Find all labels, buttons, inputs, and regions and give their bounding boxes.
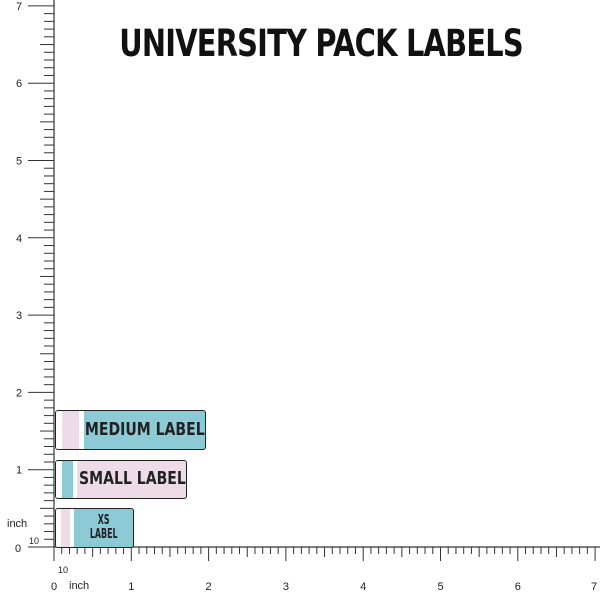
y-tick-label-1: 1 <box>16 465 22 477</box>
xs-label-edge <box>56 509 61 547</box>
y-tick-label-2: 2 <box>16 387 22 399</box>
y-tick-label-3: 3 <box>16 310 22 322</box>
x-tick-label-7: 7 <box>591 581 597 593</box>
xs-label-stripe-pink <box>61 509 70 547</box>
x-tick-label-4: 4 <box>360 581 366 593</box>
medium-label-edge <box>56 411 62 449</box>
small-label-stripe-white <box>73 461 77 498</box>
y-tick-label-0: 0 <box>15 543 21 555</box>
xs-label-text: XS LABEL <box>74 509 133 547</box>
x-tick-label-0: 0 <box>51 581 57 593</box>
xs-label-line1: XS <box>97 513 110 529</box>
x-sub-label: 10 <box>58 565 69 575</box>
y-tick-label-4: 4 <box>16 233 22 245</box>
xs-label: XS LABEL <box>55 508 134 548</box>
x-tick-label-2: 2 <box>206 581 212 593</box>
y-tick-label-7: 7 <box>16 1 22 13</box>
page-title: UNIVERSITY PACK LABELS <box>119 22 523 65</box>
x-unit-label: inch <box>69 580 90 592</box>
small-label-edge <box>56 461 62 498</box>
medium-label-stripe-white <box>79 411 84 449</box>
y-tick-label-5: 5 <box>16 156 22 168</box>
small-label: SMALL LABEL <box>55 460 187 499</box>
medium-label-text: MEDIUM LABEL <box>84 418 205 440</box>
x-tick-label-3: 3 <box>283 581 289 593</box>
y-unit-label: inch <box>7 518 28 530</box>
medium-label-stripe-pink <box>62 411 79 449</box>
x-tick-label-6: 6 <box>515 581 521 593</box>
small-label-text: SMALL LABEL <box>78 468 186 490</box>
xs-label-stripe-white <box>70 509 74 547</box>
medium-label: MEDIUM LABEL <box>55 410 206 450</box>
x-tick-label-5: 5 <box>437 581 443 593</box>
y-tick-label-6: 6 <box>16 78 22 90</box>
x-tick-label-1: 1 <box>128 581 134 593</box>
small-label-stripe-blue <box>62 461 73 498</box>
xs-label-line2: LABEL <box>89 527 118 542</box>
y-sub-label: 10 <box>29 536 40 546</box>
